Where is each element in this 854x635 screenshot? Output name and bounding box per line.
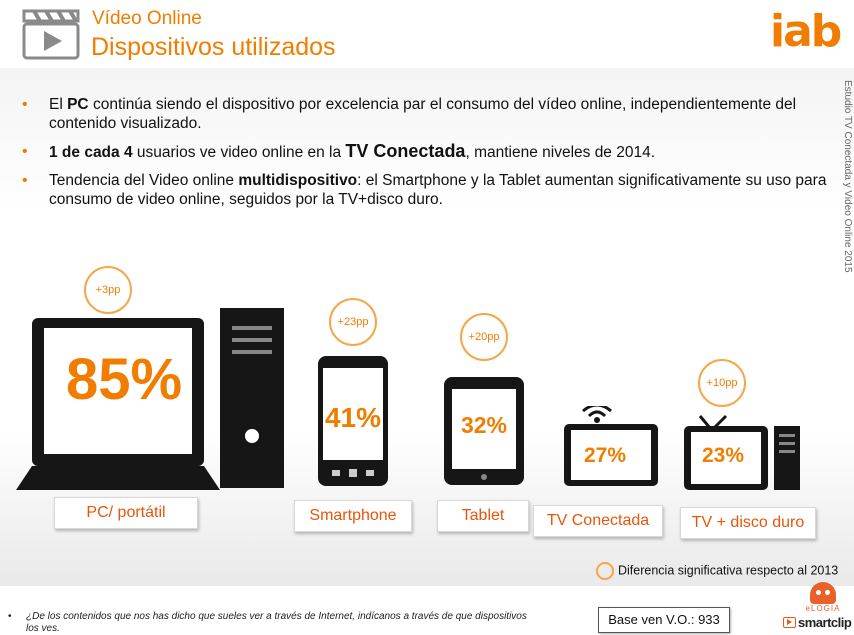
page-subtitle: Dispositivos utilizados: [91, 33, 336, 61]
footnote: • ¿De los contenidos que nos has dicho q…: [8, 611, 527, 634]
value-label: 27%: [583, 444, 627, 468]
base-sample-box: Base ven V.O.: 933: [598, 607, 730, 633]
category-label: Tablet: [437, 500, 529, 532]
smartphone-icon: [318, 356, 388, 486]
tv-hard-disk-icon: [684, 414, 800, 490]
category-label: Smartphone: [294, 500, 412, 532]
category-label: TV + disco duro: [680, 507, 816, 539]
pc-tower-icon: [220, 308, 284, 488]
legend: Diferencia significativa respecto al 201…: [596, 562, 838, 580]
legend-label: Diferencia significativa respecto al 201…: [618, 563, 839, 578]
value-label: 32%: [460, 412, 508, 439]
source-note: Estudio TV Conectada y Video Online 2015: [842, 80, 854, 300]
page-title: Vídeo Online: [92, 8, 202, 29]
category-label: TV Conectada: [533, 505, 663, 537]
value-label: 85%: [65, 347, 183, 413]
bullet-list: El PC continúa siendo el dispositivo por…: [22, 95, 832, 218]
elogia-face-icon: [810, 582, 836, 604]
category-label: PC/ portátil: [54, 497, 198, 529]
header: Vídeo Online Dispositivos utilizados iab: [0, 0, 854, 68]
bullet-item: Tendencia del Video online multidisposit…: [22, 171, 832, 209]
play-icon: [783, 617, 796, 628]
value-label: 41%: [324, 402, 382, 434]
change-badge: +10pp: [698, 359, 746, 407]
bullet-item: 1 de cada 4 usuarios ve video online en …: [22, 142, 832, 162]
source-note-text: Estudio TV Conectada y Video Online 2015: [842, 80, 853, 273]
change-badge: +3pp: [84, 266, 132, 314]
change-badge: +20pp: [460, 313, 508, 361]
elogia-logo: eLOGIA: [798, 582, 848, 613]
smartclip-logo: smartclip: [783, 615, 852, 630]
bullet-item: El PC continúa siendo el dispositivo por…: [22, 95, 832, 133]
tablet-icon: [444, 377, 524, 485]
legend-ring-icon: [596, 562, 614, 580]
clapperboard-icon: [22, 9, 80, 60]
connected-tv-icon: [564, 406, 658, 486]
value-label: 23%: [701, 444, 745, 468]
iab-logo: iab: [770, 6, 842, 57]
laptop-icon: [16, 318, 220, 490]
footnote-text: ¿De los contenidos que nos has dicho que…: [26, 611, 527, 634]
change-badge: +23pp: [329, 298, 377, 346]
